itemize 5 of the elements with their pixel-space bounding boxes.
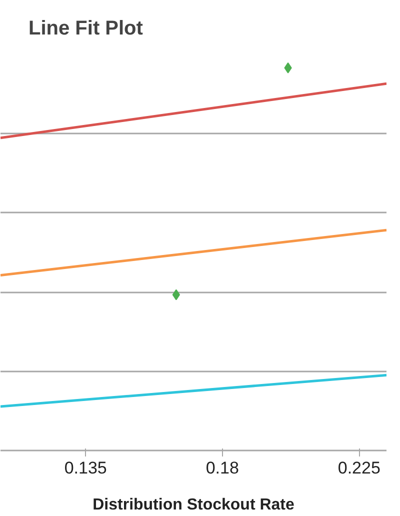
x-tick-label: 0.135 — [64, 458, 107, 478]
x-tick-label: 0.18 — [206, 458, 239, 478]
x-tick-label: 0.225 — [338, 458, 380, 478]
chart-title: Line Fit Plot — [28, 18, 144, 40]
x-axis-title: Distribution Stockout Rate — [92, 496, 294, 514]
